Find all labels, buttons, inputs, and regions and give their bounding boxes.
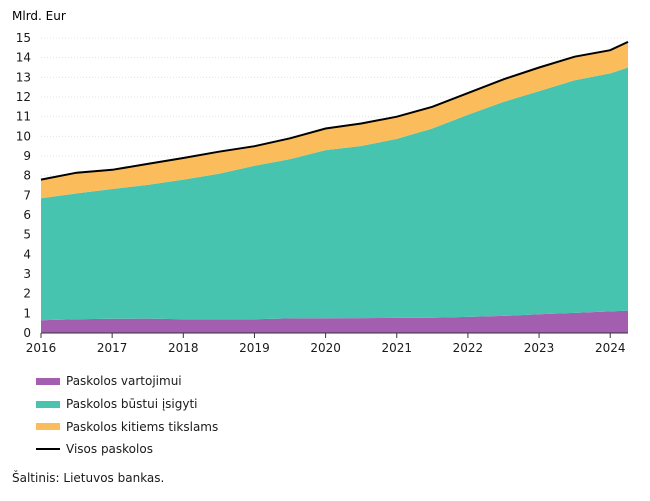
y-tick-label: 8 xyxy=(23,169,31,183)
legend: Paskolos vartojimui Paskolos būstui įsig… xyxy=(36,370,218,461)
x-tick-label: 2018 xyxy=(168,341,199,355)
y-tick-label: 7 xyxy=(23,188,31,202)
x-tick-label: 2024 xyxy=(595,341,626,355)
legend-item-consumer: Paskolos vartojimui xyxy=(36,370,218,393)
y-tick-label: 6 xyxy=(23,208,31,222)
y-tick-label: 15 xyxy=(16,31,31,45)
legend-item-total: Visos paskolos xyxy=(36,438,218,461)
y-tick-label: 1 xyxy=(23,306,31,320)
y-tick-label: 12 xyxy=(16,90,31,104)
legend-swatch-total xyxy=(36,448,60,451)
legend-swatch-other xyxy=(36,423,60,431)
y-tick-label: 10 xyxy=(16,129,31,143)
y-tick-label: 14 xyxy=(16,51,31,65)
legend-swatch-housing xyxy=(36,400,60,408)
y-tick-label: 0 xyxy=(23,326,31,340)
y-tick-label: 4 xyxy=(23,247,31,261)
legend-item-housing: Paskolos būstui įsigyti xyxy=(36,393,218,416)
legend-label-total: Visos paskolos xyxy=(66,442,153,457)
area-series-0 xyxy=(41,310,628,333)
y-axis-label: Mlrd. Eur xyxy=(12,9,66,23)
x-tick-label: 2020 xyxy=(310,341,341,355)
x-tick-label: 2021 xyxy=(381,341,412,355)
x-tick-label: 2019 xyxy=(239,341,270,355)
legend-item-other: Paskolos kitiems tikslams xyxy=(36,415,218,438)
y-tick-label: 5 xyxy=(23,228,31,242)
stacked-areas xyxy=(41,41,628,333)
legend-label-other: Paskolos kitiems tikslams xyxy=(66,419,219,434)
y-tick-label: 11 xyxy=(16,110,31,124)
area-series-1 xyxy=(41,67,628,321)
x-tick-label: 2016 xyxy=(26,341,57,355)
x-tick-label: 2023 xyxy=(524,341,555,355)
legend-swatch-consumer xyxy=(36,377,60,385)
total-line xyxy=(40,40,629,181)
area-series-2 xyxy=(41,41,628,199)
x-tick-label: 2022 xyxy=(453,341,484,355)
legend-label-consumer: Paskolos vartojimui xyxy=(66,374,182,389)
y-tick-label: 3 xyxy=(23,267,31,281)
y-tick-label: 9 xyxy=(23,149,31,163)
total-series-line xyxy=(40,40,629,181)
y-tick-label: 13 xyxy=(16,70,31,84)
source-note: Šaltinis: Lietuvos bankas. xyxy=(12,471,165,485)
legend-label-housing: Paskolos būstui įsigyti xyxy=(66,397,198,412)
x-tick-label: 2017 xyxy=(97,341,128,355)
y-tick-label: 2 xyxy=(23,287,31,301)
